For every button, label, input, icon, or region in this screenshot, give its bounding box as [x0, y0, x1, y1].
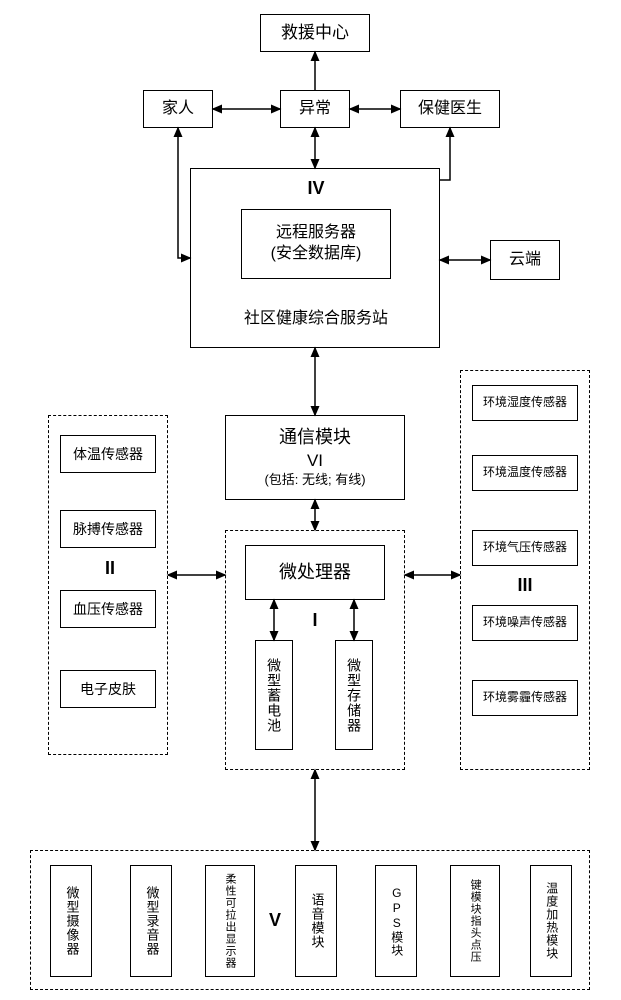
left-s4-label: 电子皮肤 [80, 680, 136, 698]
rescue-center-box: 救援中心 [260, 14, 370, 52]
b7-label: 温度加热模块 [543, 882, 559, 960]
left-s3: 血压传感器 [60, 590, 156, 628]
storage-label: 微型存储器 [345, 658, 363, 733]
left-s4: 电子皮肤 [60, 670, 156, 708]
b1-label: 微型摄像器 [63, 886, 80, 956]
left-s3-label: 血压传感器 [73, 600, 143, 618]
right-s1: 环境湿度传感器 [472, 385, 578, 421]
left-roman: II [90, 558, 130, 579]
right-s3-label: 环境气压传感器 [483, 540, 567, 556]
station-label: 社区健康综合服务站 [191, 309, 441, 330]
battery-label: 微型蓄电池 [265, 658, 283, 733]
b5-label: GPS模块 [388, 886, 404, 957]
abnormal-label: 异常 [299, 99, 331, 120]
comm-note: (包括: 无线; 有线) [264, 472, 365, 489]
battery-box: 微型蓄电池 [255, 640, 293, 750]
left-s2-label: 脉搏传感器 [73, 520, 143, 538]
left-s1-label: 体温传感器 [73, 445, 143, 463]
b4-label: 语音模块 [308, 893, 325, 949]
abnormal-box: 异常 [280, 90, 350, 128]
b3-label: 柔性可拉出显示器 [224, 873, 236, 969]
family-box: 家人 [143, 90, 213, 128]
right-s3: 环境气压传感器 [472, 530, 578, 566]
cloud-label: 云端 [509, 250, 541, 271]
right-s4-label: 环境噪声传感器 [483, 615, 567, 631]
mp-title: 微处理器 [279, 561, 351, 584]
storage-box: 微型存储器 [335, 640, 373, 750]
comm-roman: VI [307, 450, 323, 472]
bottom-b5: GPS模块 [375, 865, 417, 977]
left-s1: 体温传感器 [60, 435, 156, 473]
right-s1-label: 环境湿度传感器 [483, 395, 567, 411]
right-s2-label: 环境温度传感器 [483, 465, 567, 481]
comm-box: 通信模块 VI (包括: 无线; 有线) [225, 415, 405, 500]
bottom-b1: 微型摄像器 [50, 865, 92, 977]
right-s5: 环境雾霾传感器 [472, 680, 578, 716]
cloud-box: 云端 [490, 240, 560, 280]
right-roman: III [500, 575, 550, 596]
rescue-label: 救援中心 [281, 22, 349, 44]
b6-label: 键模块指头点压 [468, 879, 482, 963]
server-line1: 远程服务器 [276, 223, 356, 244]
family-label: 家人 [162, 99, 194, 120]
doctor-box: 保健医生 [400, 90, 500, 128]
bottom-b6: 键模块指头点压 [450, 865, 500, 977]
right-s4: 环境噪声传感器 [472, 605, 578, 641]
bottom-b4: 语音模块 [295, 865, 337, 977]
bottom-b3: 柔性可拉出显示器 [205, 865, 255, 977]
server-group-box: IV 远程服务器 (安全数据库) 社区健康综合服务站 [190, 168, 440, 348]
right-s2: 环境温度传感器 [472, 455, 578, 491]
left-s2: 脉搏传感器 [60, 510, 156, 548]
server-line2: (安全数据库) [271, 244, 362, 265]
bottom-roman: V [260, 910, 290, 931]
server-roman: IV [191, 177, 441, 200]
mp-roman: I [300, 610, 330, 631]
right-s5-label: 环境雾霾传感器 [483, 690, 567, 706]
b2-label: 微型录音器 [143, 886, 160, 956]
bottom-b2: 微型录音器 [130, 865, 172, 977]
mp-box: 微处理器 [245, 545, 385, 600]
server-inner-box: 远程服务器 (安全数据库) [241, 209, 391, 279]
bottom-b7: 温度加热模块 [530, 865, 572, 977]
doctor-label: 保健医生 [418, 99, 482, 120]
comm-title: 通信模块 [279, 426, 351, 449]
